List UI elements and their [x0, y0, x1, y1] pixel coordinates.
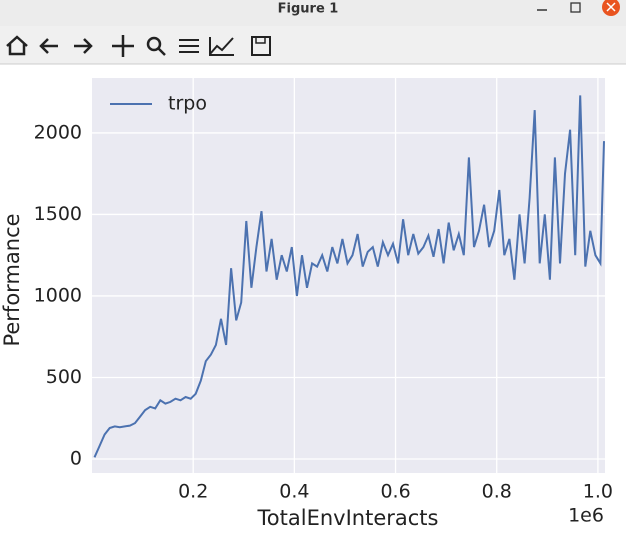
x-tick-label: 0.2: [178, 481, 208, 503]
window-title: Figure 1: [278, 2, 339, 17]
y-tick-label: 2000: [34, 121, 82, 143]
data-line: [93, 95, 605, 458]
title-bar: [0, 0, 626, 26]
y-tick-label: 0: [70, 447, 82, 469]
y-tick-label: 500: [46, 366, 82, 388]
y-tick-label: 1000: [34, 284, 82, 306]
home-button[interactable]: [6, 35, 28, 56]
y-axis-label: Performance: [0, 213, 24, 346]
x-axis-label: TotalEnvInteracts: [257, 506, 439, 530]
back-button[interactable]: [39, 38, 58, 54]
plot-area: [92, 78, 605, 473]
x-offset-label: 1e6: [568, 505, 604, 527]
y-tick-label: 1500: [34, 203, 82, 225]
toolbar: [0, 26, 626, 64]
x-tick-label: 1.0: [583, 481, 613, 503]
legend-label: trpo: [168, 93, 207, 115]
x-tick-label: 0.4: [279, 481, 309, 503]
edit-button[interactable]: [209, 37, 234, 56]
x-tick-label: 0.6: [380, 481, 410, 503]
maximize-button[interactable]: [570, 2, 581, 13]
pan-button[interactable]: [112, 35, 134, 57]
x-tick-label: 0.8: [482, 481, 512, 503]
zoom-button[interactable]: [146, 36, 162, 52]
forward-button[interactable]: [74, 38, 93, 54]
configure-button[interactable]: [179, 39, 199, 53]
